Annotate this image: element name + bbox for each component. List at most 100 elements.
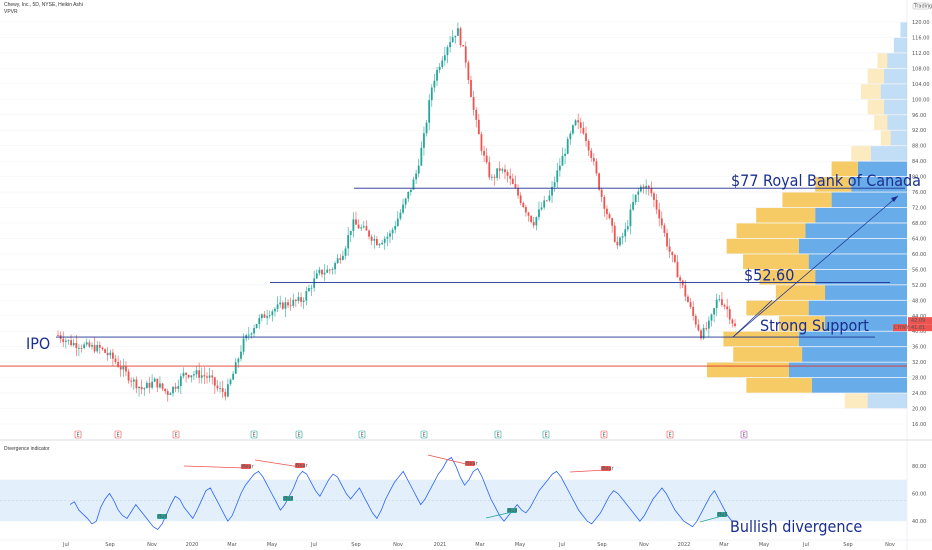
divergence-indicator-title[interactable]: Divergence indicator xyxy=(4,446,50,452)
candle-body xyxy=(378,244,381,246)
candle-body xyxy=(130,380,133,382)
candle-body xyxy=(430,87,433,101)
candle-body xyxy=(289,305,292,307)
candle-body xyxy=(224,391,227,397)
volume-profile-up-bar xyxy=(831,161,858,177)
candle-body xyxy=(436,69,438,81)
candle-body xyxy=(234,362,237,374)
volume-profile-up-bar xyxy=(877,53,888,68)
candle-body xyxy=(362,226,365,228)
candle-body xyxy=(185,372,187,375)
volume-profile-down-bar xyxy=(893,37,907,53)
volume-profile-down-bar xyxy=(887,53,907,68)
candle-body xyxy=(582,127,585,134)
candle-body xyxy=(373,239,376,241)
divergence-label-box xyxy=(283,496,293,501)
oscillator-tick-label: 40.00 xyxy=(912,519,926,525)
x-axis-tick-label: Mar xyxy=(227,542,237,548)
candle-body xyxy=(138,386,140,389)
candle-body xyxy=(611,218,614,226)
candle-body xyxy=(396,218,399,226)
symbol-title[interactable]: Chewy, Inc., 5D, NYSE, Heikin Ashi xyxy=(4,2,83,8)
candle-body xyxy=(389,233,391,237)
candle-body xyxy=(524,207,527,213)
candle-body xyxy=(707,320,710,329)
candle-body xyxy=(660,218,663,226)
candle-body xyxy=(545,200,548,202)
candle-body xyxy=(532,221,535,226)
candle-body xyxy=(415,173,418,180)
candle-body xyxy=(705,328,708,329)
candle-body xyxy=(433,80,436,88)
candle-body xyxy=(619,237,621,246)
candle-body xyxy=(590,150,593,158)
volume-profile-down-bar xyxy=(831,192,907,208)
volume-profile-up-bar xyxy=(874,115,888,130)
candle-body xyxy=(216,385,219,389)
candle-body xyxy=(459,28,462,46)
divergence-line xyxy=(427,454,471,466)
earnings-marker-label: E xyxy=(743,433,746,439)
x-axis-tick-label: 2021 xyxy=(434,542,447,548)
candle-body xyxy=(321,269,323,275)
volume-profile-up-bar xyxy=(844,393,868,409)
candle-body xyxy=(402,204,404,213)
divergence-line xyxy=(569,469,607,473)
candle-body xyxy=(556,170,559,183)
candle-body xyxy=(315,273,318,279)
candle-body xyxy=(472,97,475,110)
candle-body xyxy=(279,302,282,305)
candle-body xyxy=(697,324,700,331)
candle-body xyxy=(692,306,695,316)
candle-body xyxy=(88,342,91,347)
candle-body xyxy=(446,47,449,56)
candle-body xyxy=(208,375,211,378)
candle-body xyxy=(519,195,522,204)
candle-body xyxy=(156,378,159,388)
candle-body xyxy=(232,373,235,380)
candle-body xyxy=(608,214,611,219)
candle-body xyxy=(676,261,679,278)
candle-body xyxy=(423,133,425,148)
candle-body xyxy=(336,258,339,264)
volume-profile-up-bar xyxy=(775,285,826,300)
y-axis-tick-label: 52.00 xyxy=(912,283,926,289)
volume-profile-down-bar xyxy=(884,68,907,84)
earnings-marker-label: E xyxy=(253,433,256,439)
candle-body xyxy=(501,169,504,171)
x-axis-tick-label: 2020 xyxy=(186,542,199,548)
divergence-label: Bull xyxy=(284,496,293,502)
candle-body xyxy=(391,229,394,234)
annotation-strong-support: Strong Support xyxy=(760,316,869,335)
x-axis-tick-label: Sep xyxy=(597,542,606,548)
candle-body xyxy=(553,182,556,187)
y-axis-tick-label: 56.00 xyxy=(912,267,926,273)
divergence-label-box xyxy=(295,463,305,468)
candle-body xyxy=(475,109,478,120)
volume-profile-up-bar xyxy=(880,130,891,146)
candle-body xyxy=(328,269,331,271)
candle-body xyxy=(64,340,67,342)
candle-body xyxy=(522,203,525,208)
candle-body xyxy=(666,233,668,247)
y-axis-tick-label: 84.00 xyxy=(912,159,926,165)
candle-body xyxy=(96,344,99,352)
volume-profile-up-bar xyxy=(733,347,803,362)
candle-body xyxy=(227,384,229,397)
candle-body xyxy=(203,375,206,377)
candle-body xyxy=(574,120,577,126)
volume-profile-down-bar xyxy=(884,99,907,115)
volume-profile-up-bar xyxy=(861,84,881,99)
candle-body xyxy=(67,340,70,341)
candle-body xyxy=(294,299,297,301)
candle-body xyxy=(511,178,514,185)
earnings-marker-label: E xyxy=(545,433,548,439)
candle-body xyxy=(101,347,104,350)
earnings-marker-label: E xyxy=(361,433,364,439)
annotation-ipo: IPO xyxy=(26,334,50,353)
candle-body xyxy=(637,191,640,195)
oscillator-line xyxy=(69,456,733,531)
indicator-title-vpvr[interactable]: VPVR xyxy=(4,9,18,15)
symbol-badge xyxy=(893,324,907,332)
